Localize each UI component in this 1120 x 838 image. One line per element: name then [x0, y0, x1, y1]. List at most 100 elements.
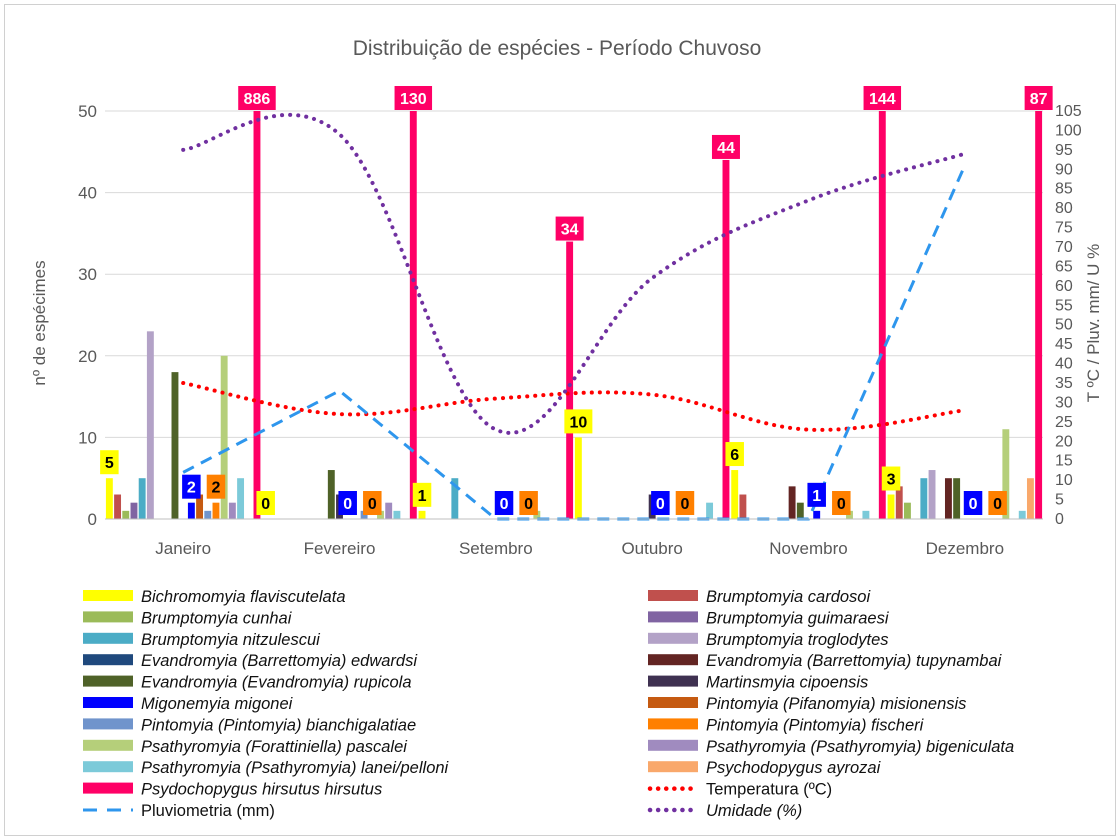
data-label-box: [256, 491, 275, 515]
bar-psydochopygus-hirsutus-hirsutus-setembro: [566, 241, 574, 519]
data-label-box: [100, 450, 119, 475]
data-label: 5: [105, 455, 114, 472]
legend-swatch: [83, 697, 133, 708]
y2-tick-label: 105: [1055, 103, 1082, 120]
bar-evandromyia-evandromyia-rupicola-dezembro: [953, 478, 961, 519]
data-label: 1: [812, 488, 821, 505]
data-label-box: [338, 491, 357, 515]
y2-tick-label: 60: [1055, 278, 1073, 295]
bar-psathyromyia-psathyromyia-lanei-pelloni-janeiro: [237, 478, 245, 519]
legend-label: Psathyromyia (Psathyromyia) bigeniculata: [706, 738, 1014, 756]
data-label-box: [182, 474, 201, 499]
legend-swatch: [648, 611, 698, 623]
data-label-box: [555, 216, 584, 241]
data-label-box: [863, 86, 902, 110]
legend-item-psathyromyia-forattiniella-pascalei: Psathyromyia (Forattiniella) pascalei: [83, 738, 408, 756]
data-label-box: [675, 491, 695, 515]
legend-swatch: [648, 675, 698, 687]
bar-brumptomyia-cunhai-dezembro: [903, 502, 911, 519]
line-pluviometria-mm: [182, 164, 967, 521]
bar-psathyromyia-psathyromyia-lanei-pelloni-outubro: [706, 502, 714, 519]
data-label-box: [807, 482, 826, 507]
x-tick-label: Outubro: [621, 539, 682, 558]
data-label-box: [412, 482, 432, 507]
bar-brumptomyia-troglodytes-janeiro: [146, 331, 154, 519]
bar-psathyromyia-forattiniella-pascalei-dezembro: [1002, 429, 1010, 519]
legend-swatch: [83, 675, 133, 687]
x-tick-label: Setembro: [459, 539, 533, 558]
y2-tick-label: 75: [1055, 220, 1073, 237]
legend-item-martinsmyia-cipoensis: Martinsmyia cipoensis: [648, 674, 868, 692]
data-label-box: [519, 491, 538, 515]
bar-pintomyia-pifanomyia-misionensis-janeiro: [196, 494, 204, 519]
legend-item-migonemyia-migonei: Migonemyia migonei: [83, 695, 294, 713]
data-label: 0: [343, 496, 352, 513]
legend-item-umidade: Umidade (%): [647, 802, 802, 820]
bar-psathyromyia-psathyromyia-lanei-pelloni-dezembro: [1018, 510, 1026, 519]
legend-item-evandromyia-evandromyia-rupicola: Evandromyia (Evandromyia) rupicola: [83, 674, 412, 692]
legend-label: Evandromyia (Barrettomyia) edwardsi: [141, 652, 418, 670]
bar-psydochopygus-hirsutus-hirsutus-novembro: [878, 111, 886, 519]
data-label: 0: [524, 496, 533, 513]
data-label: 0: [368, 496, 377, 513]
data-label: 0: [681, 496, 690, 513]
y2-tick-label: 95: [1055, 142, 1073, 159]
y2-tick-label: 5: [1055, 492, 1064, 509]
line-temperatura-c: [181, 381, 967, 432]
data-label-box: [651, 491, 670, 515]
bar-psathyromyia-psathyromyia-bigeniculata-fevereiro: [385, 502, 393, 519]
legend-label: Psydochopygus hirsutus hirsutus: [141, 781, 382, 799]
data-label-box: [206, 474, 226, 499]
legend-label: Pintomyia (Pintomyia) bianchigalatiae: [141, 716, 416, 734]
legend-item-psathyromyia-psathyromyia-lanei-pelloni: Psathyromyia (Psathyromyia) lanei/pellon…: [83, 759, 450, 777]
legend-item-psathyromyia-psathyromyia-bigeniculata: Psathyromyia (Psathyromyia) bigeniculata: [648, 738, 1014, 756]
data-label-box: [988, 491, 1007, 515]
bar-evandromyia-evandromyia-rupicola-novembro: [796, 502, 804, 519]
legend-label: Brumptomyia troglodytes: [706, 631, 889, 649]
legend-item-pintomyia-pifanomyia-misionensis: Pintomyia (Pifanomyia) misionensis: [648, 695, 966, 713]
bar-psathyromyia-psathyromyia-lanei-pelloni-fevereiro: [393, 510, 401, 519]
y2-tick-label: 55: [1055, 297, 1073, 314]
legend-item-temperatura-c: Temperatura (ºC): [647, 781, 832, 799]
data-label: 2: [212, 480, 221, 497]
bar-brumptomyia-nitzulescui-setembro: [451, 478, 459, 519]
legend-item-pintomyia-pintomyia-bianchigalatiae: Pintomyia (Pintomyia) bianchigalatiae: [83, 716, 416, 734]
y-tick-label: 20: [78, 347, 97, 366]
legend-item-bichromomyia-flaviscutelata: Bichromomyia flaviscutelata: [83, 588, 346, 606]
legend-item-psychodopygus-ayrozai: Psychodopygus ayrozai: [648, 759, 882, 777]
legend-label: Migonemyia migonei: [141, 695, 294, 713]
bars: [105, 111, 1043, 519]
legend-item-brumptomyia-cardosoi: Brumptomyia cardosoi: [648, 588, 871, 606]
x-tick-label: Dezembro: [926, 539, 1004, 558]
legend-swatch: [648, 654, 698, 666]
y2-tick-label: 65: [1055, 258, 1073, 275]
legend-label: Brumptomyia cardosoi: [706, 588, 871, 606]
bar-brumptomyia-guimaraesi-janeiro: [130, 502, 138, 519]
y2-tick-label: 70: [1055, 239, 1073, 256]
legend-item-brumptomyia-troglodytes: Brumptomyia troglodytes: [648, 631, 889, 649]
bar-brumptomyia-troglodytes-dezembro: [928, 470, 936, 519]
x-tick-label: Fevereiro: [304, 539, 376, 558]
legend-item-pintomyia-pintomyia-fischeri: Pintomyia (Pintomyia) fischeri: [648, 716, 925, 734]
legend-label: Psathyromyia (Psathyromyia) lanei/pellon…: [141, 759, 450, 777]
legend: Bichromomyia flaviscutelata Brumptomyia c…: [83, 588, 1014, 820]
chart-title: Distribuição de espécies - Período Chuvo…: [353, 37, 762, 60]
legend-swatch: [83, 718, 133, 730]
data-label: 1: [418, 488, 427, 505]
bar-bichromomyia-flaviscutelata-novembro: [731, 470, 739, 519]
legend-label: Evandromyia (Barrettomyia) tupynambai: [706, 652, 1003, 670]
legend-swatch: [83, 654, 133, 666]
data-label: 0: [656, 496, 665, 513]
bar-bichromomyia-flaviscutelata-janeiro: [105, 478, 113, 519]
legend-label: Martinsmyia cipoensis: [706, 674, 868, 692]
data-label: 130: [400, 91, 427, 108]
bar-psathyromyia-forattiniella-pascalei-janeiro: [220, 355, 228, 519]
data-label-box: [1024, 86, 1053, 110]
bar-bichromomyia-flaviscutelata-outubro: [574, 437, 582, 519]
legend-swatch: [648, 697, 698, 708]
bar-evandromyia-evandromyia-rupicola-janeiro: [171, 372, 179, 519]
bar-migonemyia-migonei-novembro: [813, 510, 821, 519]
bar-evandromyia-evandromyia-rupicola-fevereiro: [327, 470, 335, 519]
y2-tick-label: 85: [1055, 181, 1073, 198]
